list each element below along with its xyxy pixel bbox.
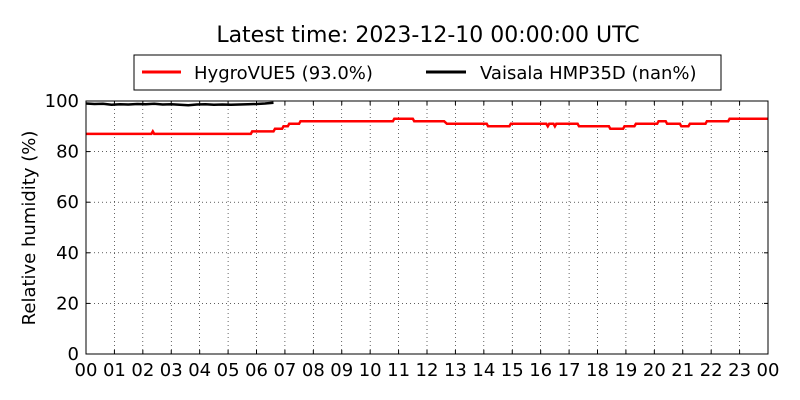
series-line-hmp35d bbox=[85, 101, 274, 107]
y-tick-label: 40 bbox=[56, 243, 79, 264]
x-tick-label: 00 bbox=[757, 360, 780, 381]
x-tick-label: 19 bbox=[614, 360, 637, 381]
x-tick-label: 12 bbox=[416, 360, 439, 381]
x-tick-label: 01 bbox=[103, 360, 126, 381]
plot-frame bbox=[85, 100, 769, 355]
x-tick-label: 06 bbox=[245, 360, 268, 381]
y-tick-label: 80 bbox=[56, 142, 79, 163]
series-line-hygrovue5 bbox=[86, 117, 768, 136]
chart-title: Latest time: 2023-12-10 00:00:00 UTC bbox=[216, 23, 639, 48]
y-tick-label: 100 bbox=[45, 91, 79, 112]
legend-label-hmp35d: Vaisala HMP35D (nan%) bbox=[480, 63, 697, 84]
legend-label-hygrovue5: HygroVUE5 (93.0%) bbox=[194, 63, 373, 84]
x-tick-label: 21 bbox=[671, 360, 694, 381]
x-tick-label: 00 bbox=[75, 360, 98, 381]
legend: HygroVUE5 (93.0%) Vaisala HMP35D (nan%) bbox=[133, 54, 722, 91]
x-tick-label: 15 bbox=[501, 360, 524, 381]
x-tick-label: 11 bbox=[387, 360, 410, 381]
series-layer bbox=[85, 101, 768, 136]
y-tick-label: 20 bbox=[56, 293, 79, 314]
x-tick-label: 10 bbox=[359, 360, 382, 381]
x-tick-label: 07 bbox=[273, 360, 296, 381]
x-tick-label: 14 bbox=[472, 360, 495, 381]
x-tick-label: 02 bbox=[131, 360, 154, 381]
x-tick-label: 17 bbox=[558, 360, 581, 381]
x-tick-label: 20 bbox=[643, 360, 666, 381]
x-tick-label: 05 bbox=[217, 360, 240, 381]
x-tick-label: 23 bbox=[728, 360, 751, 381]
x-tick-label: 08 bbox=[302, 360, 325, 381]
x-tick-label: 09 bbox=[330, 360, 353, 381]
x-tick-label: 18 bbox=[586, 360, 609, 381]
y-tick-label: 0 bbox=[68, 344, 79, 365]
y-tick-label: 60 bbox=[56, 192, 79, 213]
x-tick-label: 22 bbox=[700, 360, 723, 381]
x-tick-label: 04 bbox=[188, 360, 211, 381]
y-axis-label: Relative humidity (%) bbox=[19, 131, 40, 326]
x-tick-label: 16 bbox=[529, 360, 552, 381]
x-tick-label: 13 bbox=[444, 360, 467, 381]
x-tick-label: 03 bbox=[160, 360, 183, 381]
grid-lines bbox=[86, 101, 768, 354]
axis-ticks: 00 01 02 03 04 05 06 07 08 09 10 11 12 13 14 15 16 17 18 19… bbox=[45, 91, 780, 381]
